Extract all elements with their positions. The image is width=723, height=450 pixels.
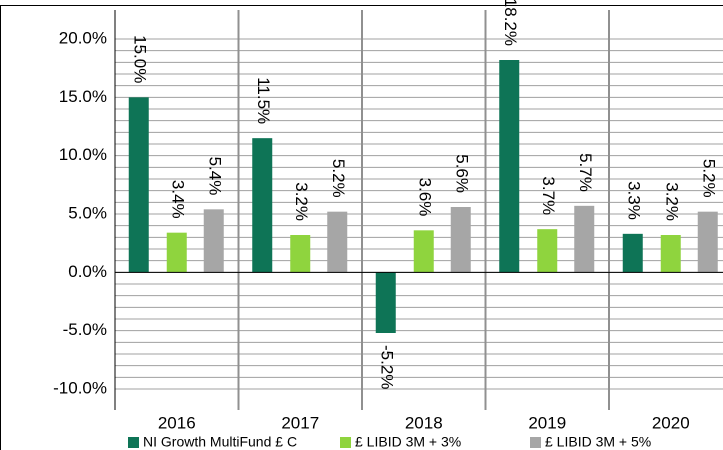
bar [290,235,311,273]
data-label: 5.4% [205,157,224,196]
data-label: 5.2% [329,159,348,198]
data-label: 3.4% [168,180,187,219]
x-tick-label: 2017 [281,413,319,432]
bar [697,211,718,273]
legend-label: £ LIBID 3M + 5% [545,434,651,450]
data-label: 5.2% [699,159,718,198]
data-label: 3.7% [539,176,558,215]
data-label: 3.2% [292,182,311,221]
legend-label: £ LIBID 3M + 3% [355,434,461,450]
data-label: 18.2% [501,0,520,46]
data-label: -5.2% [377,345,396,389]
legend-label: NI Growth MultiFund £ C [143,434,297,450]
data-label: 11.5% [254,77,273,124]
bar [327,211,348,273]
bar [450,207,471,273]
data-label: 15.0% [130,35,149,83]
legend-swatch [340,437,351,448]
bar [499,60,520,273]
data-label: 3.6% [415,178,434,217]
bar [622,233,643,273]
y-tick-label: 10.0% [59,145,107,164]
bar [128,97,149,273]
bar [413,230,434,273]
bar [375,272,396,333]
bar [574,205,595,273]
legend-swatch [128,437,139,448]
y-tick-label: 20.0% [59,28,107,47]
x-tick-label: 2020 [652,413,690,432]
bar [537,229,558,273]
data-label: 3.2% [662,182,681,221]
bar [660,235,681,273]
data-label: 5.6% [452,154,471,193]
legend-swatch [530,437,541,448]
bar [203,209,224,273]
bar [166,232,187,273]
y-tick-label: -5.0% [63,320,107,339]
x-tick-label: 2016 [158,413,196,432]
y-tick-label: 0.0% [68,262,107,281]
bar [252,138,273,273]
y-tick-label: -10.0% [53,378,107,397]
chart-border [0,5,723,450]
y-tick-label: 5.0% [68,203,107,222]
x-tick-label: 2019 [528,413,566,432]
y-tick-label: 15.0% [59,87,107,106]
data-label: 3.3% [624,181,643,220]
data-label: 5.7% [576,153,595,192]
x-tick-label: 2018 [405,413,443,432]
